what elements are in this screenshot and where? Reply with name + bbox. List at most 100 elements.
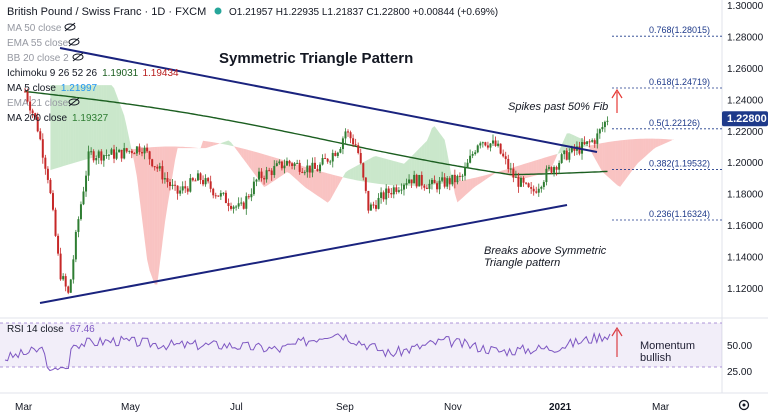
cloud-segment [309, 168, 313, 193]
cloud-segment [434, 126, 438, 185]
cloud-segment [302, 165, 305, 188]
time-label-mar-2021: Mar [652, 402, 670, 413]
cloud-segment [322, 171, 326, 201]
time-label-may: May [121, 402, 140, 413]
triangle-upper-trendline[interactable] [59, 47, 598, 153]
indicator-label[interactable]: EMA 55 close [7, 38, 69, 49]
candles[interactable] [24, 87, 609, 295]
hidden-eye-icon[interactable] [68, 37, 80, 47]
candle-body [283, 165, 286, 169]
candle-body [298, 162, 301, 172]
cloud-segment [340, 176, 343, 182]
candle-body [306, 165, 309, 173]
indicator-label[interactable]: MA 200 close 1.19327 [7, 113, 109, 124]
candle-body [519, 177, 522, 187]
candle-body [308, 165, 311, 173]
triangle-lower-trendline[interactable] [39, 204, 568, 304]
candle-body [433, 179, 436, 184]
candle-body [336, 152, 339, 156]
cloud-segment [396, 161, 399, 186]
candle-body [423, 185, 426, 188]
candle-body [110, 149, 113, 155]
cloud-segment [381, 157, 384, 185]
market-status-dot [214, 7, 222, 15]
candle-body [380, 192, 383, 198]
candle-body [550, 167, 553, 173]
cloud-segment [116, 94, 120, 153]
candle-body [156, 166, 159, 169]
candle-body [509, 168, 512, 170]
hidden-eye-icon[interactable] [64, 22, 76, 32]
fib-level-label: 0.5(1.22126) [649, 118, 700, 128]
candle-body [357, 145, 360, 153]
candle-body [570, 146, 573, 153]
candle-body [369, 204, 372, 211]
cloud-segment [439, 132, 443, 185]
price-axis[interactable]: 1.30000 1.28000 1.26000 1.24000 1.22000 1.200… [727, 1, 764, 295]
candle-body [118, 149, 121, 153]
cloud-segment [241, 148, 244, 160]
cloud-segment [536, 159, 539, 176]
candle-body [474, 152, 477, 155]
cloud-segment [220, 142, 224, 145]
cloud-segment [251, 150, 254, 174]
cloud-segment [175, 146, 178, 160]
indicator-label[interactable]: MA 5 close 1.21997 [7, 83, 98, 94]
candle-body [418, 174, 421, 187]
cloud-segment [602, 142, 605, 175]
candle-body [448, 178, 451, 185]
cloud-segment [342, 172, 346, 178]
indicator-label[interactable]: EMA 21 close [7, 98, 69, 109]
candle-body [296, 162, 299, 164]
cloud-segment [620, 140, 623, 187]
hidden-eye-icon[interactable] [72, 52, 84, 62]
candle-body [214, 195, 217, 197]
cloud-segment [485, 174, 488, 180]
hidden-eye-icon[interactable] [68, 97, 80, 107]
candle-body [291, 163, 294, 166]
cloud-segment [643, 138, 646, 159]
candle-body [146, 147, 149, 152]
indicator-label[interactable]: BB 20 close 2 [7, 53, 69, 64]
cloud-segment [345, 170, 349, 179]
price-tick: 1.18000 [727, 190, 764, 201]
candle-body [44, 157, 47, 169]
chart-title[interactable]: British Pound / Swiss Franc · 1D · FXCM [7, 6, 206, 18]
cloud-segment [490, 173, 493, 177]
candle-body [514, 176, 517, 178]
candle-body [540, 186, 543, 189]
candle-body [586, 141, 589, 145]
cloud-segment [208, 141, 211, 148]
candle-body [438, 180, 441, 190]
time-axis[interactable]: Mar May Jul Sep Nov 2021 Mar [15, 402, 670, 413]
cloud-segment [655, 138, 659, 148]
candle-body [362, 163, 365, 178]
candle-body [588, 141, 591, 143]
cloud-segment [50, 85, 53, 171]
candle-body [499, 143, 502, 154]
candle-body [133, 153, 136, 155]
candle-body [280, 161, 283, 169]
cloud-segment [465, 179, 468, 196]
candle-body [354, 144, 357, 146]
indicator-legend[interactable]: MA 50 close EMA 55 close BB 20 close 2 Ichi… [7, 22, 179, 124]
fib-retracement[interactable]: 0.768(1.28015) 0.618(1.24719) 0.5(1.22126)… [612, 25, 722, 221]
candle-body [69, 279, 72, 293]
candle-body [105, 154, 108, 156]
settings-gear-icon[interactable] [738, 399, 750, 411]
candle-body [446, 178, 449, 187]
cloud-segment [515, 165, 519, 179]
cloud-segment [80, 85, 84, 161]
cloud-segment [231, 142, 234, 147]
candle-body [489, 143, 492, 148]
indicator-label[interactable]: MA 50 close [7, 23, 62, 34]
cloud-segment [332, 174, 336, 196]
cloud-segment [650, 138, 654, 152]
indicator-label[interactable]: Ichimoku 9 26 52 26 1.19031 1.19434 [7, 68, 179, 79]
candle-body [67, 286, 70, 293]
candle-body [397, 190, 400, 192]
candle-body [502, 153, 505, 157]
cloud-segment [658, 138, 661, 147]
candle-body [252, 181, 255, 195]
